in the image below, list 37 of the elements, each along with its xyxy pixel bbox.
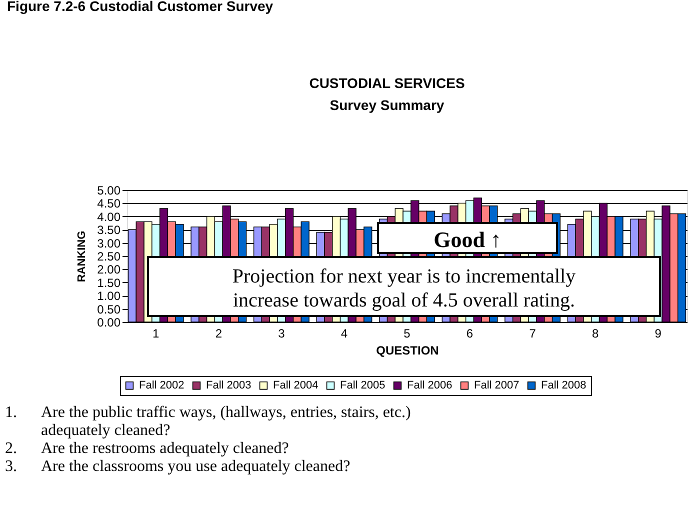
text: 1. Are the public traffic ways, (hallways, entries, stairs, etc.) adequately cleaned? xyxy=(5,404,411,439)
annotation: Good ↑ xyxy=(434,227,502,252)
text: 3. Are the classrooms you use adequately cleaned? xyxy=(5,458,350,475)
legend-label: Fall 2007 xyxy=(474,380,520,392)
y-tick-label: 2.00 xyxy=(97,262,121,277)
y-tick-label: 5.00 xyxy=(97,184,121,198)
x-tick-label: 6 xyxy=(466,326,474,340)
legend-label: Fall 2004 xyxy=(273,380,318,392)
x-axis-title: QUESTION xyxy=(376,344,439,358)
legend-label: Fall 2008 xyxy=(541,380,586,392)
legend-label: Fall 2006 xyxy=(407,380,452,392)
x-tick-label: 2 xyxy=(215,326,222,340)
y-tick-label: 0.50 xyxy=(97,302,121,316)
y-tick-label: 3.50 xyxy=(97,223,121,238)
y-tick-label: 1.50 xyxy=(97,276,121,290)
legend-label: Fall 2003 xyxy=(206,380,252,392)
annotation: Projection for next year is to incrementally increase towards goal of 4.5 overall rating. xyxy=(232,266,576,312)
y-axis-title: RANKING xyxy=(76,230,88,282)
legend-label: Fall 2002 xyxy=(139,380,184,392)
x-tick-label: 8 xyxy=(592,326,599,340)
x-tick-label: 4 xyxy=(340,326,348,340)
text: 2. Are the restrooms adequately cleaned? xyxy=(5,440,289,457)
y-tick-label: 4.50 xyxy=(97,196,121,211)
y-tick-label: 4.00 xyxy=(97,210,121,224)
x-tick-label: 9 xyxy=(654,326,662,340)
y-tick-label: 1.00 xyxy=(97,289,121,304)
y-tick-label: 0.00 xyxy=(97,316,121,330)
y-tick-label: 2.50 xyxy=(97,250,121,264)
x-tick-label: 7 xyxy=(529,326,536,340)
x-tick-label: 1 xyxy=(152,326,160,340)
legend-label: Fall 2005 xyxy=(340,380,386,392)
y-tick-label: 3.00 xyxy=(97,236,121,250)
chart-subtitle: Survey Summary xyxy=(330,97,444,113)
x-tick-label: 5 xyxy=(404,326,411,340)
chart-title: CUSTODIAL SERVICES xyxy=(309,75,465,91)
x-tick-label: 3 xyxy=(278,326,286,340)
caption: Figure 7.2-6 Custodial Customer Survey xyxy=(7,0,274,14)
